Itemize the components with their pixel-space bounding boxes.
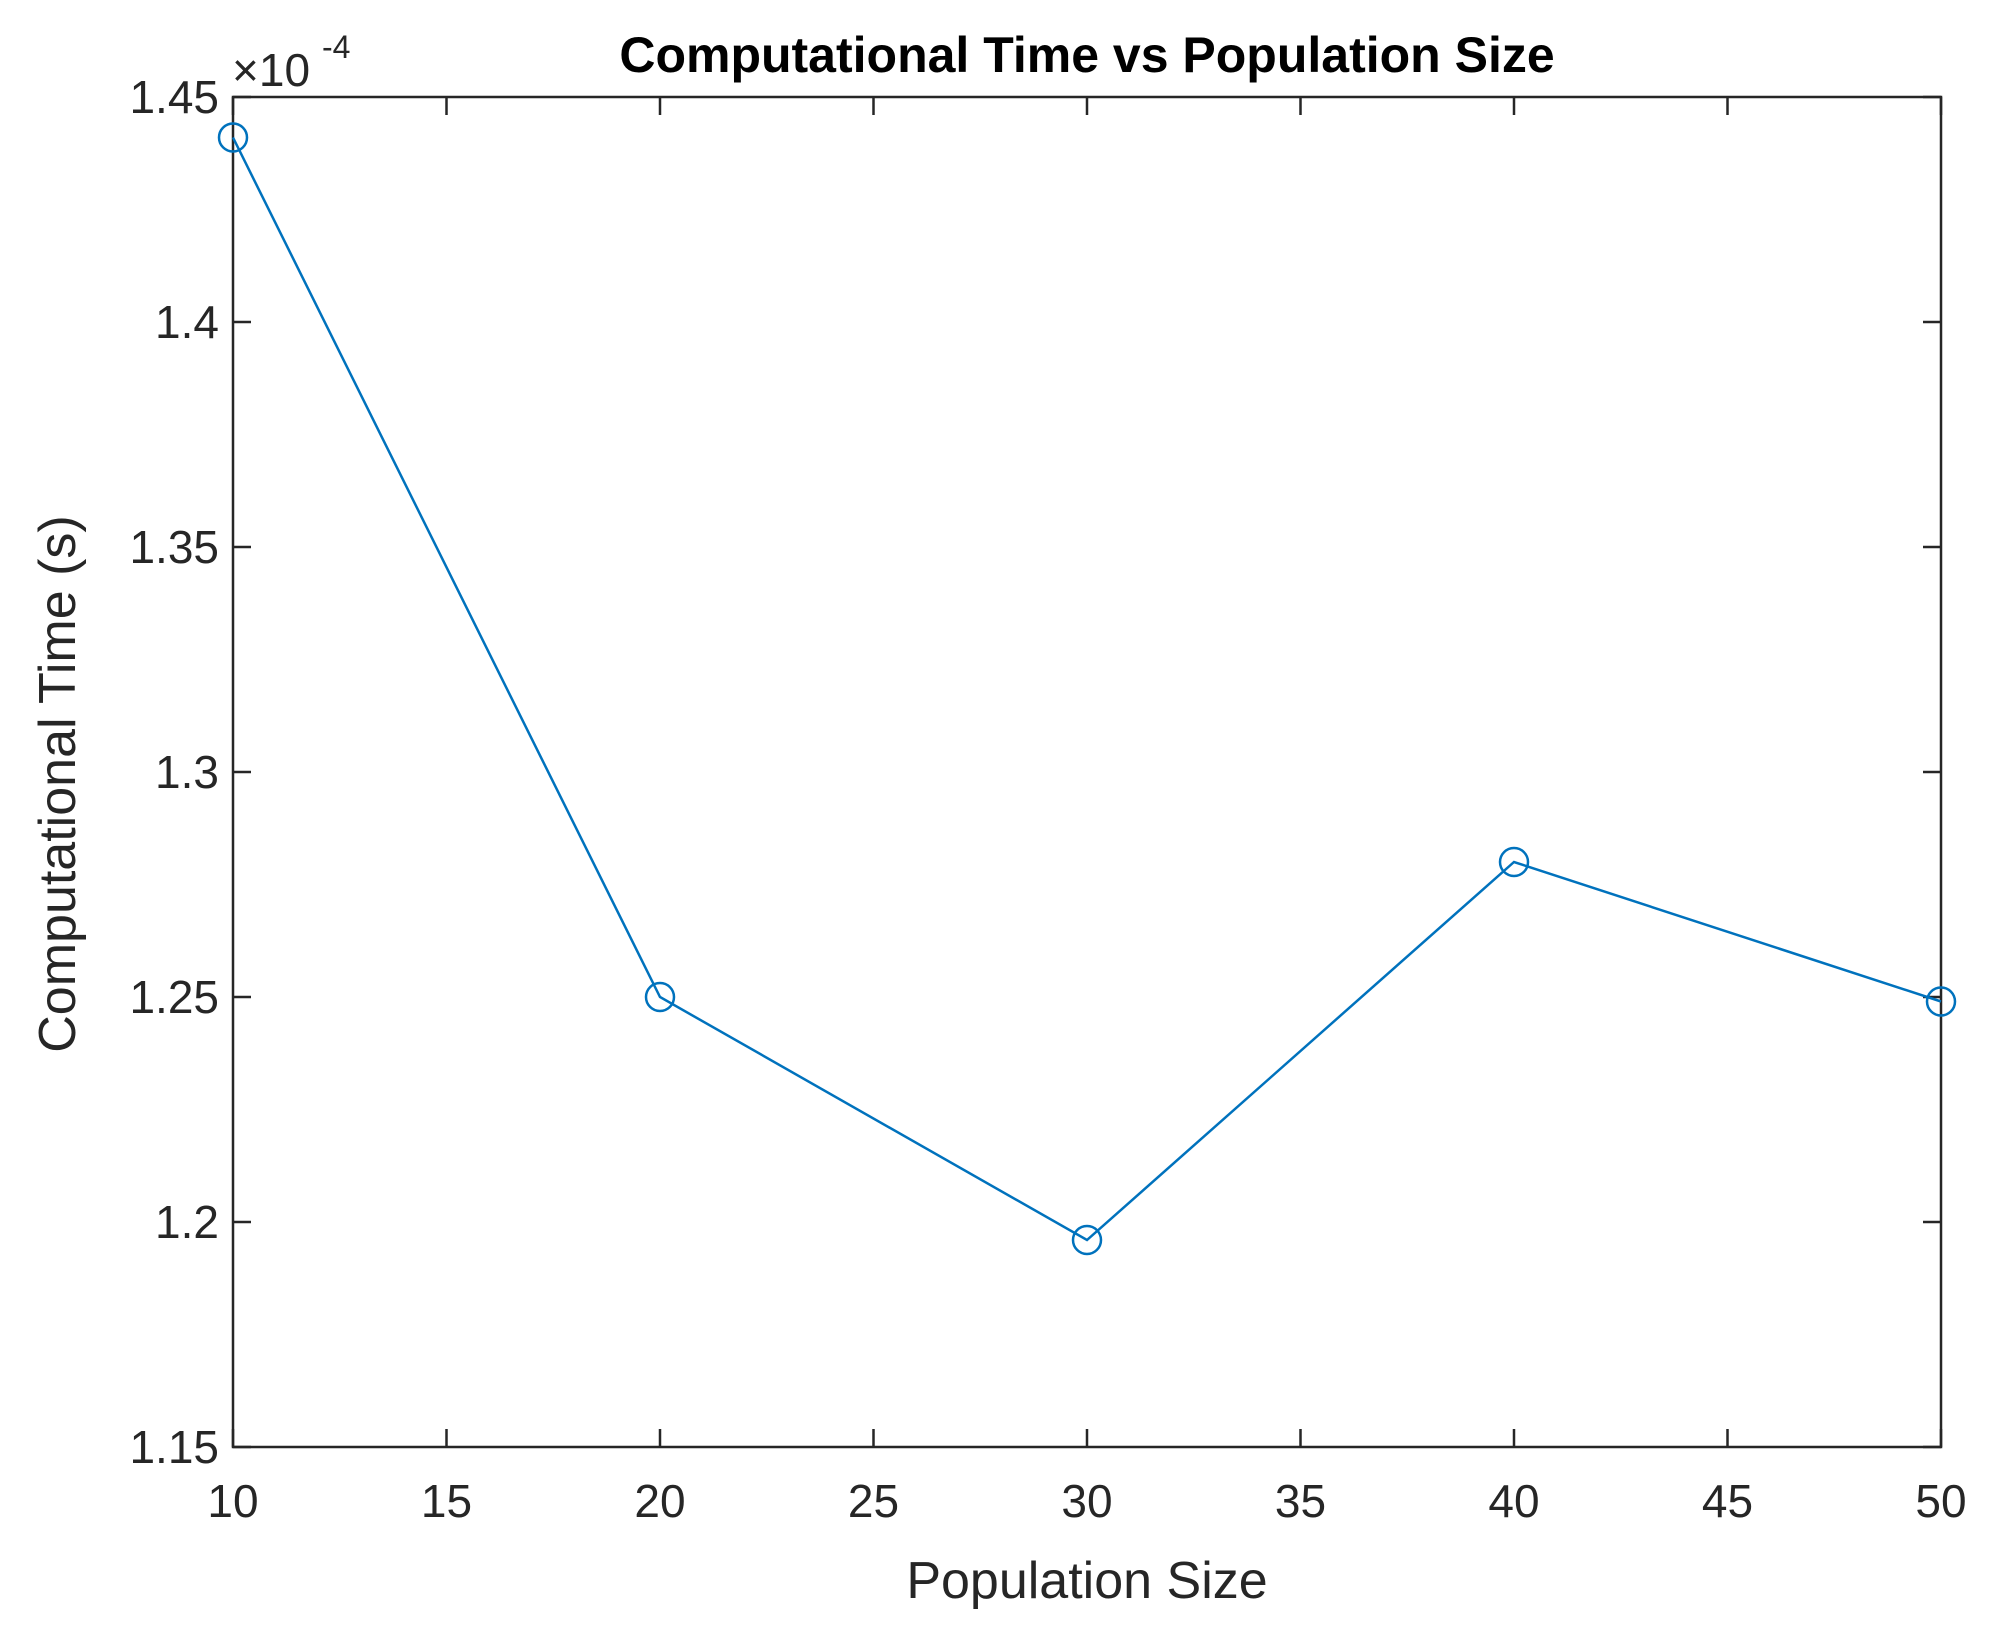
x-tick-label: 10 (207, 1475, 258, 1527)
y-tick-label: 1.25 (129, 971, 219, 1023)
y-tick-label: 1.45 (129, 71, 219, 123)
data-point (217, 122, 249, 153)
y-tick-label: 1.2 (155, 1196, 219, 1248)
x-tick-label: 40 (1488, 1475, 1539, 1527)
series-line (231, 136, 1942, 1242)
data-point (1071, 1224, 1103, 1256)
x-tick-label: 30 (1061, 1475, 1112, 1527)
chart-title: Computational Time vs Population Size (619, 27, 1554, 83)
y-tick-label: 1.15 (129, 1421, 219, 1473)
y-tick-label: 1.4 (155, 296, 219, 348)
x-tick-label: 50 (1915, 1475, 1966, 1527)
x-tick-label: 45 (1702, 1475, 1753, 1527)
data-point (644, 981, 676, 1013)
y-exponent-power: -4 (322, 29, 350, 65)
x-axis-label: Population Size (906, 1552, 1267, 1610)
x-tick-label: 25 (848, 1475, 899, 1527)
x-tick-label: 20 (634, 1475, 685, 1527)
axes-box (231, 95, 1943, 1449)
y-exponent-base: ×10 (232, 44, 310, 96)
y-tick-label: 1.3 (155, 746, 219, 798)
y-exponent: ×10 -4 (232, 29, 350, 96)
y-tick-label: 1.35 (129, 521, 219, 573)
data-point (1925, 986, 1957, 1017)
data-point (1498, 846, 1530, 878)
plot-area: 10 15 20 25 30 35 40 45 50 1.15 1.2 1.25 1.3 1.35 1.4 1… (129, 71, 1966, 1527)
y-axis-label: Computational Time (s) (29, 515, 87, 1053)
x-tick-label: 15 (421, 1475, 472, 1527)
x-tick-label: 35 (1275, 1475, 1326, 1527)
